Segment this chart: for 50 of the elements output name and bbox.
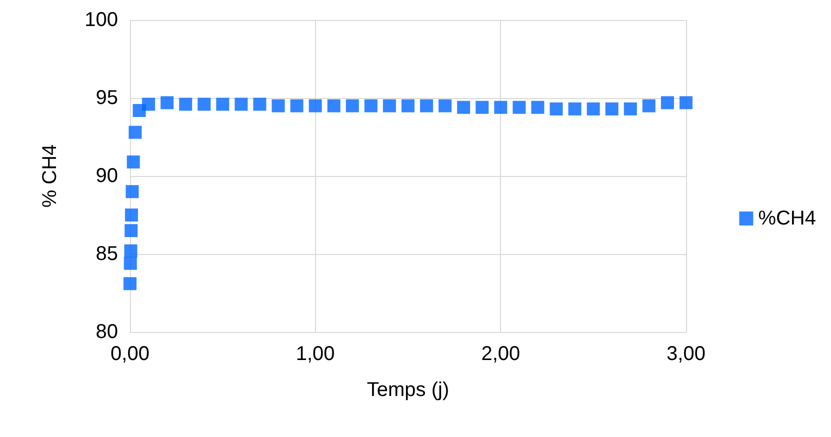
point (124, 224, 138, 238)
point (128, 126, 142, 139)
point (346, 99, 359, 112)
x-axis-title: Temps (j) (366, 379, 450, 401)
y-tick-label: 100 (84, 9, 118, 31)
point (550, 102, 563, 116)
point (253, 98, 266, 111)
point (124, 208, 138, 222)
point (476, 100, 489, 114)
point (680, 96, 692, 110)
y-tick-label: 80 (96, 321, 118, 343)
point (126, 155, 140, 168)
point (586, 102, 600, 116)
point (660, 96, 674, 110)
x-tick-label: 3,00 (666, 343, 706, 365)
point (624, 102, 637, 116)
point (568, 102, 582, 116)
point (364, 99, 378, 112)
point (605, 102, 618, 116)
point (494, 100, 508, 114)
point (234, 98, 248, 111)
x-tick-label: 2,00 (481, 343, 520, 365)
point (124, 277, 136, 290)
point (457, 100, 470, 114)
point (160, 96, 174, 110)
point (402, 99, 414, 112)
point (420, 99, 434, 112)
point (272, 99, 285, 112)
point (308, 99, 322, 112)
point (124, 244, 138, 258)
point (124, 256, 137, 270)
point (512, 100, 526, 114)
y-tick-label: 95 (96, 87, 118, 109)
y-tick-label: 85 (96, 243, 118, 265)
point (198, 98, 211, 111)
y-axis-title: % CH4 (39, 144, 61, 208)
x-tick-label: 0,00 (110, 343, 150, 365)
point (327, 99, 340, 112)
x-tick-label: 1,00 (296, 343, 335, 365)
legend-label: %CH4 (758, 208, 816, 230)
point (216, 98, 230, 111)
point (438, 99, 452, 112)
point (290, 99, 304, 112)
point (142, 98, 156, 111)
point (382, 99, 396, 112)
point (126, 185, 139, 198)
point (642, 99, 656, 112)
point (531, 100, 544, 114)
y-tick-label: 90 (96, 165, 118, 187)
point (179, 98, 192, 111)
